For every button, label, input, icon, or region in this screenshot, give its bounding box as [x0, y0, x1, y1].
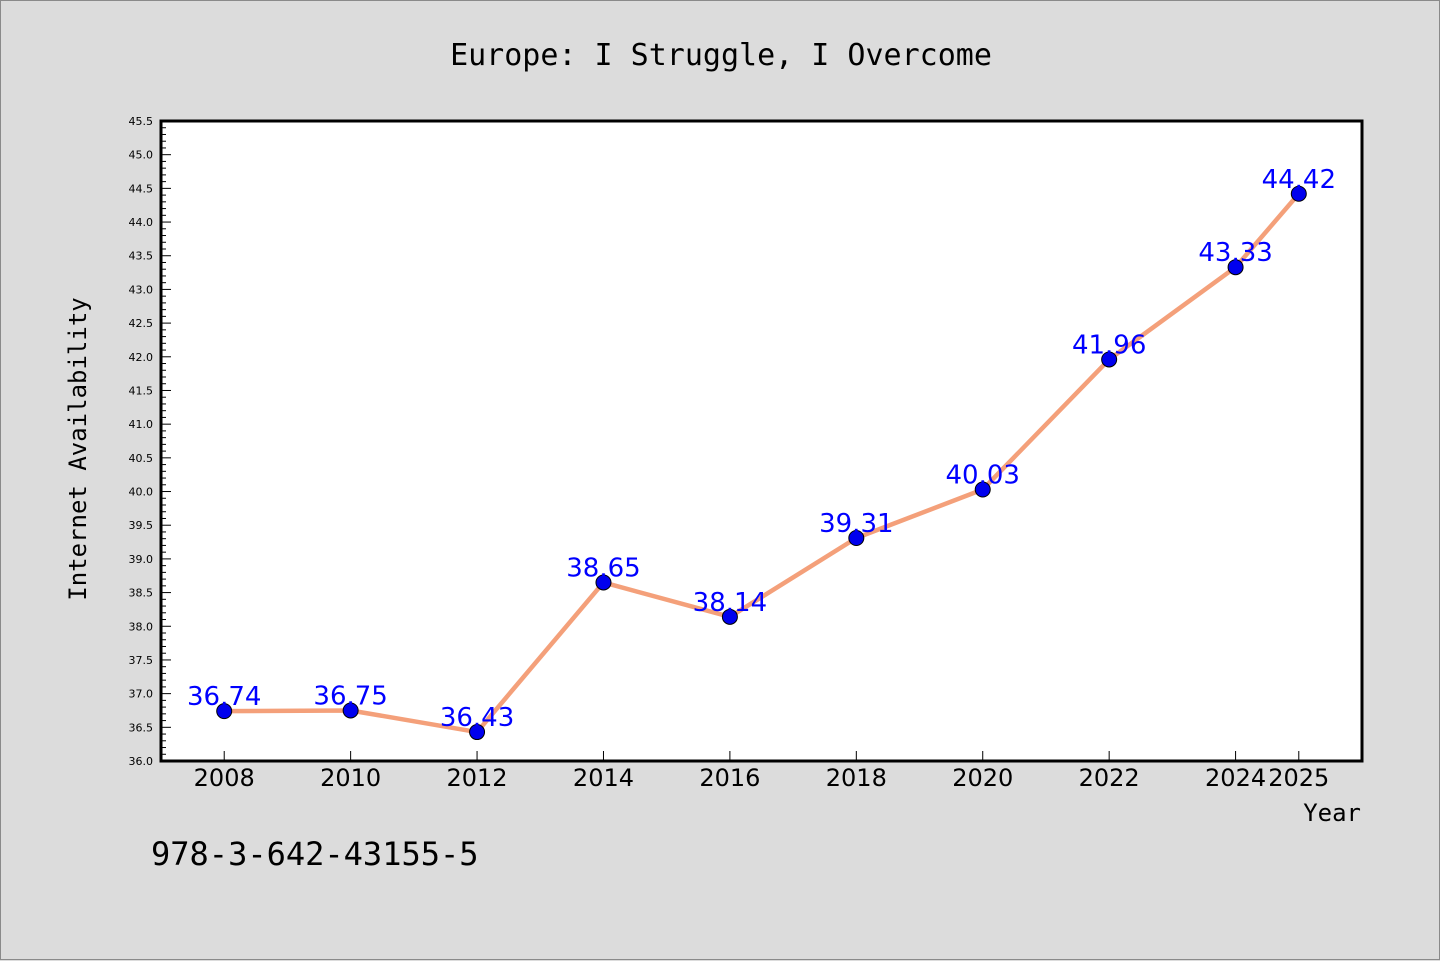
y-tick-label: 40.5 — [129, 452, 154, 465]
y-tick-label: 41.5 — [129, 384, 154, 397]
y-tick-label: 40.0 — [129, 486, 154, 499]
y-tick-label: 37.0 — [129, 688, 154, 701]
y-tick-label: 45.0 — [129, 149, 154, 162]
y-tick-label: 36.0 — [129, 755, 154, 768]
data-point — [469, 724, 486, 741]
data-label: 41.96 — [1072, 330, 1146, 360]
data-label: 38.14 — [693, 588, 767, 618]
data-label: 36.43 — [440, 703, 514, 733]
x-tick-label: 2018 — [826, 764, 887, 792]
isbn-annotation: 978-3-642-43155-5 — [151, 835, 479, 873]
y-tick-label: 44.0 — [129, 216, 154, 229]
x-tick-label: 2014 — [573, 764, 634, 792]
series-line — [224, 192, 1301, 735]
y-tick-label: 37.5 — [129, 654, 154, 667]
data-label: 39.31 — [819, 509, 893, 539]
y-tick-label: 44.5 — [129, 182, 154, 195]
y-tick-label: 45.5 — [129, 115, 154, 128]
data-label: 43.33 — [1198, 238, 1272, 268]
y-tick-label: 39.5 — [129, 519, 154, 532]
x-axis: 2008 2010 2012 2014 2016 2018 2020 2022 2024 2025 — [194, 751, 1329, 792]
data-label: 38.65 — [566, 553, 640, 583]
y-tick-label: 39.0 — [129, 553, 154, 566]
y-tick-label: 36.5 — [129, 721, 154, 734]
y-tick-label: 43.0 — [129, 283, 154, 296]
data-point — [974, 481, 991, 498]
y-tick-label: 43.5 — [129, 250, 154, 263]
y-tick-label: 38.5 — [129, 587, 154, 600]
data-point — [848, 530, 865, 547]
data-point — [342, 702, 359, 719]
data-label: 40.03 — [946, 461, 1020, 491]
data-label: 44.42 — [1262, 165, 1336, 195]
chart-title: Europe: I Struggle, I Overcome — [450, 38, 992, 73]
y-axis: 36.0 36.5 37.0 37.5 38.0 38.5 39.0 39.5 40.0 40.5… — [129, 115, 171, 768]
x-tick-label: 2016 — [699, 764, 760, 792]
x-tick-label: 2020 — [952, 764, 1013, 792]
x-tick-label: 2008 — [194, 764, 255, 792]
data-label: 36.75 — [313, 681, 387, 711]
data-label: 36.74 — [187, 682, 261, 712]
x-tick-label: 2022 — [1079, 764, 1140, 792]
data-point — [1101, 351, 1118, 368]
y-tick-label: 42.5 — [129, 317, 154, 330]
data-point — [216, 703, 233, 720]
plot-area — [159, 119, 1364, 763]
y-tick-label: 38.0 — [129, 620, 154, 633]
data-point — [1290, 185, 1307, 202]
data-point — [1227, 259, 1244, 276]
x-tick-label: 2010 — [320, 764, 381, 792]
y-tick-label: 42.0 — [129, 351, 154, 364]
y-axis-label: Internet Availability — [64, 297, 92, 600]
data-point — [721, 608, 738, 625]
data-series: 36.74 36.75 36.43 38.65 38.14 39.31 40.03 41.96… — [187, 165, 1336, 741]
x-tick-label: 2012 — [447, 764, 508, 792]
data-point — [595, 574, 612, 591]
x-tick-label: 2024 — [1205, 764, 1266, 792]
y-tick-label: 41.0 — [129, 418, 154, 431]
x-axis-label: Year — [1303, 799, 1361, 827]
x-tick-label: 2025 — [1268, 764, 1329, 792]
